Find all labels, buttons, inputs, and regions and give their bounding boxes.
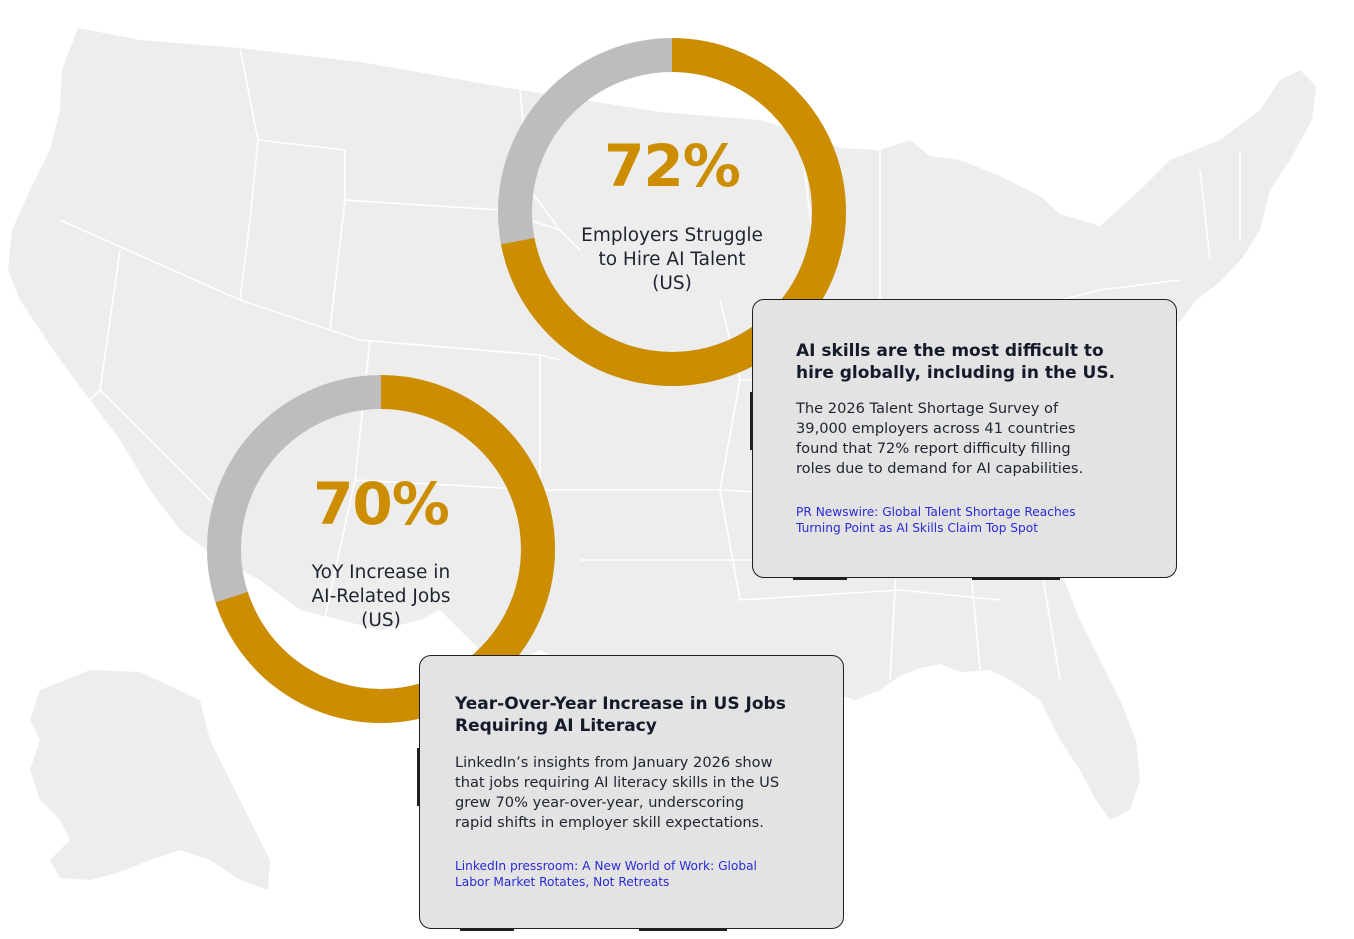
card-body: The 2026 Talent Shortage Survey of 39,00… [796,400,1084,477]
card-title: Year-Over-Year Increase in US Jobs Requi… [455,694,786,736]
source-link[interactable]: LinkedIn pressroom: A New World of Work:… [455,859,757,889]
card-title: AI skills are the most difficult to hire… [796,341,1116,383]
stat-label: YoY Increase in AI-Related Jobs (US) [311,562,451,631]
donut-ring [207,375,555,723]
source-link[interactable]: PR Newswire: Global Talent Shortage Reac… [796,505,1076,535]
card-edge-accent [417,748,420,806]
card-edge-accent [972,577,1060,580]
donut-ring [498,38,846,386]
card-edge-accent [750,392,753,450]
stat-label: Employers Struggle to Hire AI Talent (US… [581,225,763,294]
donut-ring-progress [207,375,555,723]
card-body: LinkedIn’s insights from January 2026 sh… [455,754,780,831]
info-card-talent-shortage: AI skills are the most difficult to hire… [750,299,1177,580]
stat-value: 70% [313,470,450,538]
stat-donut-employers-struggle: 72% Employers Struggle to Hire AI Talent… [497,37,847,387]
info-card-ai-literacy: Year-Over-Year Increase in US Jobs Requi… [417,655,844,931]
card-edge-accent [793,577,847,580]
card-edge-accent [460,928,514,931]
donut-ring-progress [498,38,846,386]
stat-donut-yoy-increase: 70% YoY Increase in AI-Related Jobs (US) [206,374,556,724]
stat-value: 72% [604,132,741,200]
us-map-silhouette [8,28,1316,890]
card-edge-accent [639,928,727,931]
